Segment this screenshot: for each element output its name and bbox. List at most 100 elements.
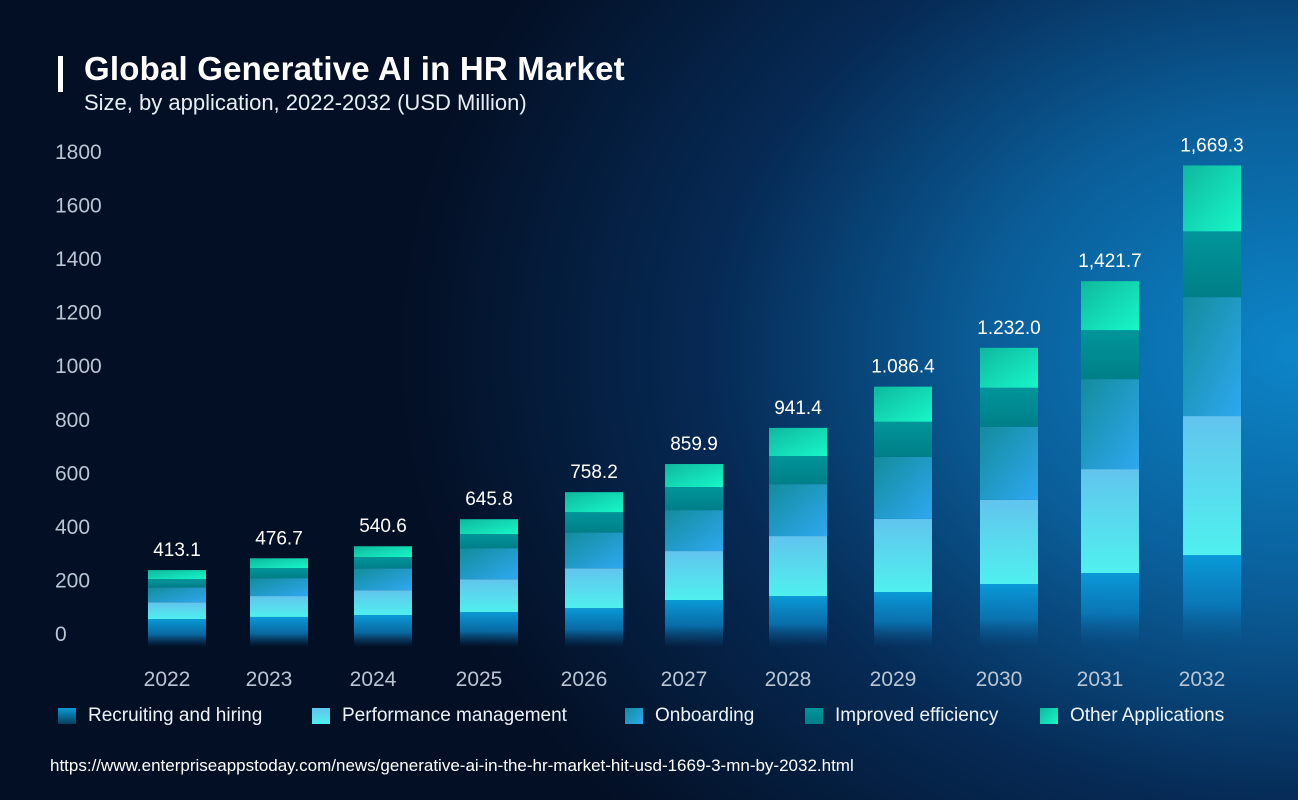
bar-segment-other-applications — [874, 386, 932, 422]
data-label: 1,421.7 — [1078, 251, 1141, 272]
bar-segment-recruiting-and-hiring — [250, 616, 308, 647]
source-url: https://www.enterpriseappstoday.com/news… — [50, 756, 854, 775]
bar-segment-recruiting-and-hiring — [665, 600, 723, 647]
title-accent-bar — [58, 56, 63, 92]
bar-segment-improved-efficiency — [769, 455, 827, 485]
x-tick-label: 2024 — [350, 668, 397, 691]
y-tick-label: 1200 — [55, 302, 102, 325]
bar-segment-recruiting-and-hiring — [460, 612, 518, 647]
data-label: 540.6 — [359, 516, 407, 537]
y-tick-label: 1600 — [55, 195, 102, 218]
data-label: 941.4 — [774, 398, 822, 419]
bar-segment-other-applications — [1183, 165, 1241, 232]
bar-segment-recruiting-and-hiring — [980, 583, 1038, 647]
bar-segment-other-applications — [148, 570, 206, 580]
bar-segment-performance-management — [565, 568, 623, 609]
x-tick-label: 2031 — [1077, 668, 1124, 691]
bar-segment-performance-management — [250, 596, 308, 617]
bar-segment-other-applications — [460, 519, 518, 535]
chart-title: Global Generative AI in HR Market — [84, 50, 625, 87]
bar-segment-onboarding — [980, 426, 1038, 500]
x-tick-label: 2022 — [144, 668, 191, 691]
y-tick-label: 1400 — [55, 248, 102, 271]
bar-segment-improved-efficiency — [354, 557, 412, 569]
bar-segment-improved-efficiency — [1183, 231, 1241, 298]
bar-segment-performance-management — [769, 536, 827, 597]
legend-item: Onboarding — [625, 705, 754, 727]
bar-segment-improved-efficiency — [1081, 330, 1139, 380]
x-tick-label: 2025 — [456, 668, 503, 691]
data-label: 1.086.4 — [871, 357, 935, 378]
bar-segment-performance-management — [874, 518, 932, 593]
data-label: 645.8 — [465, 489, 513, 510]
data-label: 413.1 — [153, 540, 201, 561]
legend-item: Other Applications — [1040, 705, 1224, 727]
bar-segment-onboarding — [665, 510, 723, 552]
bar-segment-improved-efficiency — [460, 534, 518, 549]
y-tick-label: 1000 — [55, 355, 102, 378]
y-tick-label: 1800 — [55, 141, 102, 164]
bar-segment-improved-efficiency — [980, 387, 1038, 427]
data-label: 476.7 — [255, 528, 303, 549]
bar-segment-onboarding — [148, 587, 206, 603]
bar-segment-other-applications — [565, 492, 623, 513]
legend-swatch — [312, 708, 330, 724]
x-tick-label: 2026 — [561, 668, 608, 691]
bar-segment-other-applications — [250, 558, 308, 569]
bar-segment-performance-management — [460, 579, 518, 613]
bar-segment-recruiting-and-hiring — [148, 619, 206, 647]
y-tick-label: 800 — [55, 409, 90, 432]
legend-item: Improved efficiency — [805, 705, 998, 727]
x-tick-label: 2023 — [246, 668, 293, 691]
bar-segment-performance-management — [354, 590, 412, 616]
bar-segment-onboarding — [1183, 297, 1241, 417]
legend: Recruiting and hiring Performance managem… — [0, 705, 1298, 731]
bar-segment-onboarding — [874, 456, 932, 519]
legend-label: Performance management — [342, 705, 567, 726]
legend-item: Performance management — [312, 705, 567, 727]
bar-segment-onboarding — [565, 532, 623, 569]
bar-segment-recruiting-and-hiring — [769, 596, 827, 647]
chart-subtitle: Size, by application, 2022-2032 (USD Mil… — [84, 90, 527, 115]
data-label: 1,669.3 — [1180, 135, 1243, 156]
x-tick-label: 2028 — [765, 668, 812, 691]
bar-segment-performance-management — [665, 551, 723, 601]
bar-segment-recruiting-and-hiring — [874, 592, 932, 647]
y-tick-label: 600 — [55, 462, 90, 485]
bar-segment-performance-management — [1183, 416, 1241, 556]
bar-segment-onboarding — [769, 484, 827, 537]
x-tick-label: 2032 — [1179, 668, 1226, 691]
legend-label: Improved efficiency — [835, 705, 999, 726]
x-tick-label: 2029 — [870, 668, 917, 691]
bar-segment-onboarding — [1081, 379, 1139, 470]
bar-segment-performance-management — [1081, 469, 1139, 574]
bar-segment-recruiting-and-hiring — [354, 615, 412, 647]
legend-swatch — [805, 708, 823, 724]
x-tick-label: 2030 — [976, 668, 1023, 691]
bar-segment-other-applications — [769, 427, 827, 456]
data-label: 758.2 — [570, 462, 618, 483]
legend-swatch — [625, 708, 643, 724]
bar-segment-improved-efficiency — [250, 568, 308, 579]
bar-segment-improved-efficiency — [565, 512, 623, 533]
bar-segment-onboarding — [354, 568, 412, 591]
x-tick-label: 2027 — [661, 668, 708, 691]
bar-segment-recruiting-and-hiring — [1183, 555, 1241, 647]
bar-segment-onboarding — [250, 578, 308, 597]
bar-segment-improved-efficiency — [148, 579, 206, 588]
legend-swatch — [58, 708, 76, 724]
bar-segment-recruiting-and-hiring — [1081, 573, 1139, 647]
legend-label: Other Applications — [1070, 705, 1225, 726]
legend-label: Onboarding — [655, 705, 755, 726]
y-tick-label: 200 — [55, 569, 90, 592]
bar-segment-improved-efficiency — [665, 487, 723, 511]
legend-label: Recruiting and hiring — [88, 705, 263, 726]
bar-segment-other-applications — [980, 347, 1038, 388]
legend-item: Recruiting and hiring — [58, 705, 262, 727]
legend-swatch — [1040, 708, 1058, 724]
bar-segment-onboarding — [460, 548, 518, 580]
bar-segment-other-applications — [665, 464, 723, 488]
data-label: 859.9 — [670, 434, 718, 455]
bar-segment-other-applications — [1081, 281, 1139, 331]
